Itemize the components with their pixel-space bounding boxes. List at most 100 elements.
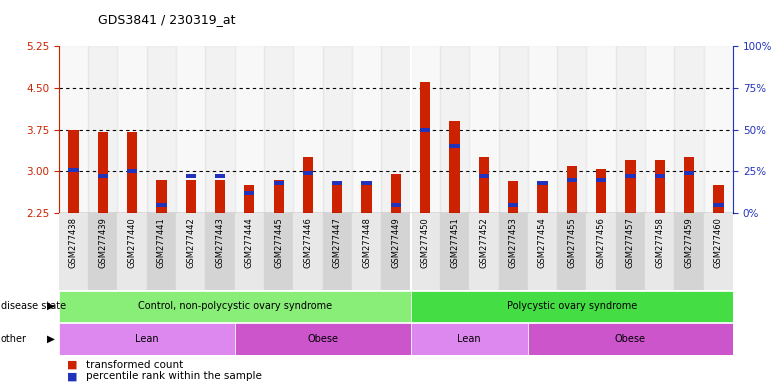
Bar <box>411 291 733 322</box>
Bar <box>205 46 234 213</box>
Bar <box>332 181 343 185</box>
Text: GSM277455: GSM277455 <box>568 217 576 268</box>
Bar <box>156 203 166 207</box>
Bar <box>508 181 518 213</box>
Bar <box>615 46 645 213</box>
Bar <box>186 180 196 213</box>
Bar <box>293 213 323 290</box>
Bar <box>88 46 118 213</box>
Bar <box>234 323 411 354</box>
Bar <box>440 213 469 290</box>
Text: GDS3841 / 230319_at: GDS3841 / 230319_at <box>98 13 235 26</box>
Bar <box>586 213 615 290</box>
Bar <box>381 213 411 290</box>
Bar <box>499 213 528 290</box>
Bar <box>655 160 665 213</box>
Text: GSM277438: GSM277438 <box>69 217 78 268</box>
Bar <box>440 46 469 213</box>
Text: percentile rank within the sample: percentile rank within the sample <box>86 371 262 381</box>
Bar <box>245 191 255 195</box>
Bar <box>645 213 674 290</box>
Text: GSM277445: GSM277445 <box>274 217 283 268</box>
Bar <box>264 213 293 290</box>
Bar <box>596 169 606 213</box>
Text: GSM277460: GSM277460 <box>714 217 723 268</box>
Bar <box>381 46 411 213</box>
Bar <box>352 213 381 290</box>
Bar <box>499 46 528 213</box>
Bar <box>127 132 137 213</box>
Text: GSM277457: GSM277457 <box>626 217 635 268</box>
Bar <box>264 46 293 213</box>
Text: GSM277439: GSM277439 <box>98 217 107 268</box>
Text: GSM277441: GSM277441 <box>157 217 166 268</box>
Bar <box>176 46 205 213</box>
Bar <box>323 46 352 213</box>
Bar <box>215 174 225 178</box>
Text: disease state: disease state <box>1 301 66 311</box>
Bar <box>411 46 440 213</box>
Text: ▶: ▶ <box>47 301 55 311</box>
Bar <box>361 181 372 213</box>
Bar <box>98 132 108 213</box>
Bar <box>147 213 176 290</box>
Bar <box>332 181 343 213</box>
Text: GSM277448: GSM277448 <box>362 217 371 268</box>
Bar <box>537 181 548 213</box>
Bar <box>713 203 724 207</box>
Bar <box>293 46 323 213</box>
Text: GSM277456: GSM277456 <box>597 217 605 268</box>
Bar <box>528 323 733 354</box>
Bar <box>303 171 313 175</box>
Bar <box>586 46 615 213</box>
Bar <box>352 46 381 213</box>
Bar <box>479 174 489 178</box>
Bar <box>390 174 401 213</box>
Text: GSM277450: GSM277450 <box>421 217 430 268</box>
Text: GSM277451: GSM277451 <box>450 217 459 268</box>
Bar <box>626 160 636 213</box>
Text: GSM277446: GSM277446 <box>303 217 313 268</box>
Text: GSM277443: GSM277443 <box>216 217 224 268</box>
Text: GSM277449: GSM277449 <box>391 217 401 268</box>
Bar <box>98 174 108 178</box>
Text: Lean: Lean <box>457 334 481 344</box>
Bar <box>479 157 489 213</box>
Text: transformed count: transformed count <box>86 360 183 370</box>
Bar <box>528 213 557 290</box>
Text: Obese: Obese <box>615 334 646 344</box>
Bar <box>274 181 284 185</box>
Bar <box>59 46 88 213</box>
Bar <box>557 213 586 290</box>
Bar <box>615 213 645 290</box>
Bar <box>645 46 674 213</box>
Bar <box>361 181 372 185</box>
Bar <box>704 46 733 213</box>
Bar <box>176 213 205 290</box>
Bar <box>567 166 577 213</box>
Bar <box>245 185 255 213</box>
Text: Lean: Lean <box>135 334 158 344</box>
Bar <box>469 46 499 213</box>
Bar <box>674 46 704 213</box>
Bar <box>303 157 313 213</box>
Text: GSM277459: GSM277459 <box>684 217 694 268</box>
Bar <box>411 213 440 290</box>
Bar <box>205 213 234 290</box>
Text: ▶: ▶ <box>47 334 55 344</box>
Bar <box>118 213 147 290</box>
Bar <box>118 46 147 213</box>
Bar <box>420 82 430 213</box>
Bar <box>704 213 733 290</box>
Bar <box>508 203 518 207</box>
Bar <box>528 46 557 213</box>
Bar <box>684 171 694 175</box>
Text: Polycystic ovary syndrome: Polycystic ovary syndrome <box>506 301 637 311</box>
Bar <box>655 174 665 178</box>
Bar <box>567 178 577 182</box>
Text: GSM277440: GSM277440 <box>128 217 136 268</box>
Text: GSM277444: GSM277444 <box>245 217 254 268</box>
Bar <box>88 213 118 290</box>
Bar <box>411 323 528 354</box>
Bar <box>59 213 88 290</box>
